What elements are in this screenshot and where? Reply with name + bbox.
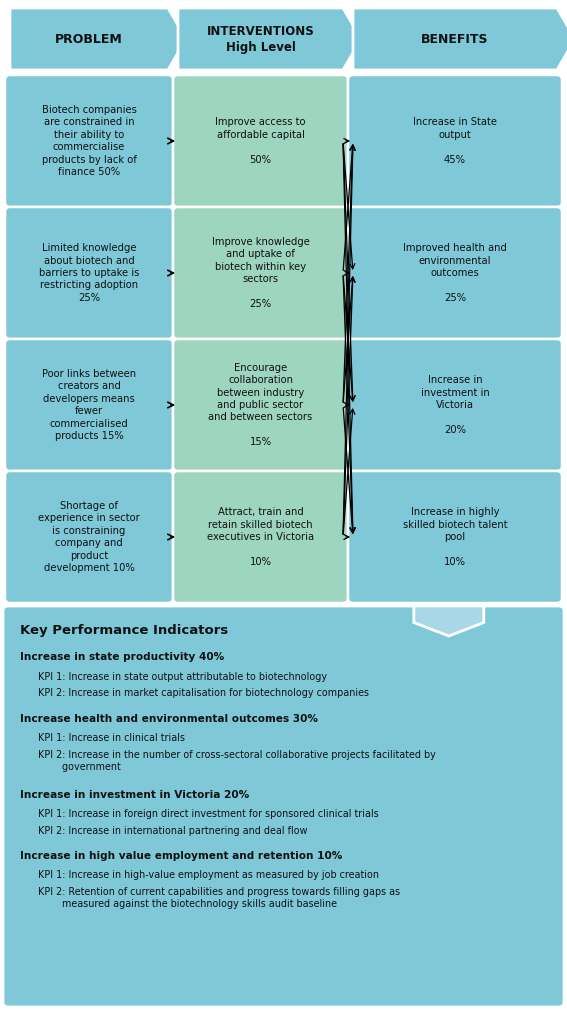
Text: Attract, train and
retain skilled biotech
executives in Victoria

10%: Attract, train and retain skilled biotec…: [207, 507, 314, 567]
Text: PROBLEM: PROBLEM: [55, 32, 123, 45]
Polygon shape: [353, 8, 567, 70]
Text: KPI 2: Increase in international partnering and deal flow: KPI 2: Increase in international partner…: [38, 825, 307, 835]
Text: KPI 1: Increase in foreign direct investment for sponsored clinical trials: KPI 1: Increase in foreign direct invest…: [38, 809, 379, 819]
Text: Key Performance Indicators: Key Performance Indicators: [20, 624, 229, 637]
Text: Increase in high value employment and retention 10%: Increase in high value employment and re…: [20, 851, 342, 861]
FancyBboxPatch shape: [5, 207, 173, 339]
Text: KPI 1: Increase in state output attributable to biotechnology: KPI 1: Increase in state output attribut…: [38, 672, 327, 682]
FancyBboxPatch shape: [3, 606, 564, 1007]
Text: Improved health and
environmental
outcomes

25%: Improved health and environmental outcom…: [403, 243, 507, 303]
Text: Improve knowledge
and uptake of
biotech within key
sectors

25%: Improve knowledge and uptake of biotech …: [211, 237, 310, 309]
Text: Biotech companies
are constrained in
their ability to
commercialise
products by : Biotech companies are constrained in the…: [41, 105, 137, 177]
Text: Increase in investment in Victoria 20%: Increase in investment in Victoria 20%: [20, 790, 249, 800]
FancyBboxPatch shape: [5, 75, 173, 207]
Text: Increase in highly
skilled biotech talent
pool

10%: Increase in highly skilled biotech talen…: [403, 507, 507, 567]
Polygon shape: [178, 8, 361, 70]
FancyBboxPatch shape: [348, 207, 562, 339]
Text: Increase in
investment in
Victoria

20%: Increase in investment in Victoria 20%: [421, 375, 489, 434]
Polygon shape: [414, 606, 484, 636]
Polygon shape: [10, 8, 186, 70]
Text: Increase in state productivity 40%: Increase in state productivity 40%: [20, 652, 225, 662]
Text: KPI 2: Increase in market capitalisation for biotechnology companies: KPI 2: Increase in market capitalisation…: [38, 688, 369, 698]
FancyBboxPatch shape: [173, 75, 348, 207]
Text: KPI 2: Increase in the number of cross-sectoral collaborative projects facilitat: KPI 2: Increase in the number of cross-s…: [38, 749, 436, 772]
FancyBboxPatch shape: [348, 339, 562, 471]
Text: Increase in State
output

45%: Increase in State output 45%: [413, 117, 497, 165]
Text: KPI 2: Retention of current capabilities and progress towards filling gaps as
  : KPI 2: Retention of current capabilities…: [38, 887, 400, 909]
Text: BENEFITS: BENEFITS: [421, 32, 489, 45]
FancyBboxPatch shape: [5, 339, 173, 471]
Text: Shortage of
experience in sector
is constraining
company and
product
development: Shortage of experience in sector is cons…: [38, 501, 140, 573]
Text: Improve access to
affordable capital

50%: Improve access to affordable capital 50%: [215, 117, 306, 165]
Text: Increase health and environmental outcomes 30%: Increase health and environmental outcom…: [20, 713, 318, 723]
Text: Poor links between
creators and
developers means
fewer
commercialised
products 1: Poor links between creators and develope…: [42, 369, 136, 441]
Text: KPI 1: Increase in clinical trials: KPI 1: Increase in clinical trials: [38, 733, 185, 743]
FancyBboxPatch shape: [173, 339, 348, 471]
FancyBboxPatch shape: [348, 75, 562, 207]
FancyBboxPatch shape: [173, 207, 348, 339]
Text: INTERVENTIONS
High Level: INTERVENTIONS High Level: [206, 24, 314, 54]
Text: Encourage
collaboration
between industry
and public sector
and between sectors

: Encourage collaboration between industry…: [209, 363, 312, 447]
Text: KPI 1: Increase in high-value employment as measured by job creation: KPI 1: Increase in high-value employment…: [38, 871, 379, 881]
FancyBboxPatch shape: [348, 471, 562, 603]
Text: Limited knowledge
about biotech and
barriers to uptake is
restricting adoption
2: Limited knowledge about biotech and barr…: [39, 243, 139, 303]
FancyBboxPatch shape: [5, 471, 173, 603]
FancyBboxPatch shape: [173, 471, 348, 603]
